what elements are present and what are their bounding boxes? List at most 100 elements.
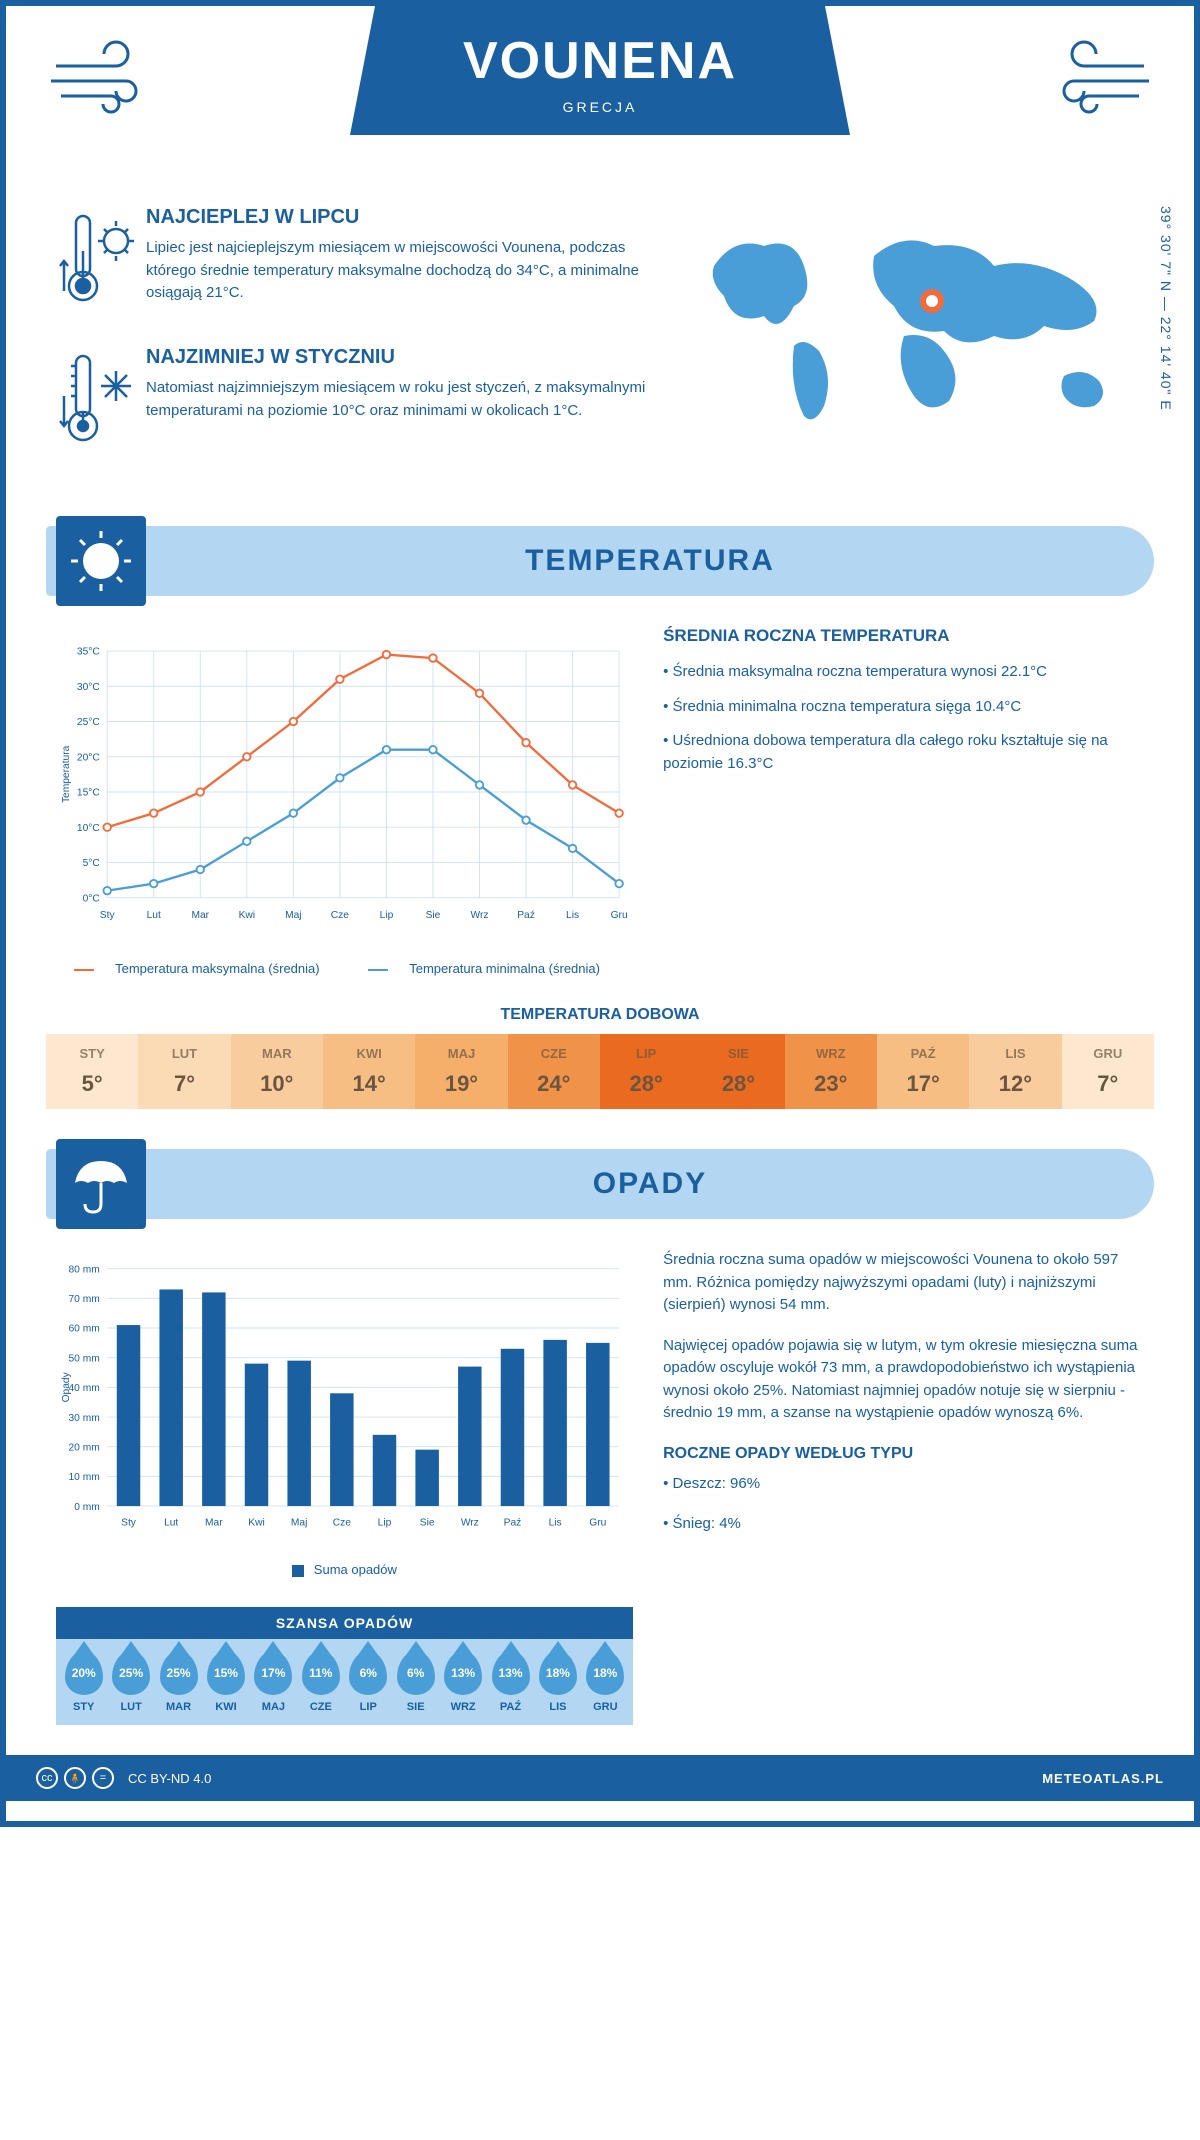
precip-rain: • Deszcz: 96% [663, 1473, 1144, 1496]
svg-text:Sty: Sty [100, 910, 116, 921]
svg-text:10 mm: 10 mm [69, 1472, 100, 1483]
svg-text:Wrz: Wrz [461, 1518, 479, 1529]
legend-min: Temperatura minimalna (średnia) [409, 961, 600, 976]
daily-cell: LUT7° [138, 1034, 230, 1109]
daily-cell: LIP28° [600, 1034, 692, 1109]
precip-snow: • Śnieg: 4% [663, 1513, 1144, 1536]
svg-text:30°C: 30°C [77, 682, 100, 693]
precip-chance-box: SZANSA OPADÓW 20%STY25%LUT25%MAR15%KWI17… [56, 1607, 633, 1725]
chance-drop: 18%LIS [534, 1651, 581, 1713]
temp-summary-title: ŚREDNIA ROCZNA TEMPERATURA [663, 626, 1144, 646]
location-title: VOUNENA [410, 31, 790, 91]
section-head-temperature: TEMPERATURA [46, 526, 1154, 596]
temp-bullet-1: • Średnia maksymalna roczna temperatura … [663, 661, 1144, 684]
header: VOUNENA GRECJA [6, 6, 1194, 186]
fact-hottest: NAJCIEPLEJ W LIPCU Lipiec jest najcieple… [56, 206, 654, 316]
svg-text:Lut: Lut [164, 1518, 178, 1529]
svg-text:50 mm: 50 mm [69, 1353, 100, 1364]
chance-drop: 17%MAJ [250, 1651, 297, 1713]
precip-bar-chart: 0 mm10 mm20 mm30 mm40 mm50 mm60 mm70 mm8… [56, 1249, 633, 1549]
svg-text:0°C: 0°C [83, 893, 100, 904]
umbrella-section-icon [56, 1139, 146, 1229]
title-banner: VOUNENA GRECJA [350, 6, 850, 135]
daily-cell: LIS12° [969, 1034, 1061, 1109]
svg-text:Lis: Lis [566, 910, 579, 921]
svg-text:Gru: Gru [611, 910, 628, 921]
daily-temp-table: STY5°LUT7°MAR10°KWI14°MAJ19°CZE24°LIP28°… [46, 1034, 1154, 1109]
svg-text:Temperatura: Temperatura [61, 745, 72, 803]
temp-legend: Temperatura maksymalna (średnia) Tempera… [56, 951, 633, 996]
precip-legend-label: Suma opadów [314, 1562, 397, 1577]
svg-text:40 mm: 40 mm [69, 1383, 100, 1394]
temp-bullet-3: • Uśredniona dobowa temperatura dla całe… [663, 730, 1144, 775]
svg-text:Mar: Mar [191, 910, 209, 921]
daily-temp-title: TEMPERATURA DOBOWA [6, 1006, 1194, 1024]
precip-body: 0 mm10 mm20 mm30 mm40 mm50 mm60 mm70 mm8… [6, 1249, 1194, 1725]
temperature-line-chart: 0°C5°C10°C15°C20°C25°C30°C35°CStyLutMarK… [56, 626, 633, 946]
page: VOUNENA GRECJA [0, 0, 1200, 1827]
chance-drop: 6%LIP [345, 1651, 392, 1713]
svg-text:0 mm: 0 mm [74, 1502, 100, 1513]
climate-facts: NAJCIEPLEJ W LIPCU Lipiec jest najcieple… [56, 206, 684, 486]
temp-chart-box: 0°C5°C10°C15°C20°C25°C30°C35°CStyLutMarK… [56, 626, 633, 996]
svg-text:Paź: Paź [517, 910, 535, 921]
chance-drop: 15%KWI [202, 1651, 249, 1713]
location-country: GRECJA [410, 99, 790, 115]
chance-drop: 18%GRU [582, 1651, 629, 1713]
legend-max: Temperatura maksymalna (średnia) [115, 961, 319, 976]
svg-text:25°C: 25°C [77, 717, 100, 728]
svg-text:80 mm: 80 mm [69, 1264, 100, 1275]
svg-text:Sie: Sie [420, 1518, 435, 1529]
svg-text:Sie: Sie [426, 910, 441, 921]
svg-text:30 mm: 30 mm [69, 1413, 100, 1424]
wind-icon-left [46, 36, 166, 116]
svg-text:Gru: Gru [589, 1518, 606, 1529]
wind-icon-right [1034, 36, 1154, 116]
cc-icon: cc [36, 1767, 58, 1789]
precip-type-title: ROCZNE OPADY WEDŁUG TYPU [663, 1445, 1144, 1463]
fact-hot-text: Lipiec jest najcieplejszym miesiącem w m… [146, 237, 654, 305]
temperature-body: 0°C5°C10°C15°C20°C25°C30°C35°CStyLutMarK… [6, 626, 1194, 996]
thermometer-snow-icon [56, 346, 146, 456]
precip-p2: Najwięcej opadów pojawia się w lutym, w … [663, 1335, 1144, 1425]
svg-text:15°C: 15°C [77, 788, 100, 799]
daily-cell: CZE24° [508, 1034, 600, 1109]
daily-cell: WRZ23° [785, 1034, 877, 1109]
by-icon: 🧍 [64, 1767, 86, 1789]
daily-cell: PAŹ17° [877, 1034, 969, 1109]
svg-text:Lis: Lis [549, 1518, 562, 1529]
precip-chart-box: 0 mm10 mm20 mm30 mm40 mm50 mm60 mm70 mm8… [56, 1249, 633, 1725]
chance-drop: 13%WRZ [439, 1651, 486, 1713]
daily-cell: MAR10° [231, 1034, 323, 1109]
precip-legend: Suma opadów [56, 1554, 633, 1597]
license-block: cc 🧍 = CC BY-ND 4.0 [36, 1767, 211, 1789]
svg-text:Lip: Lip [378, 1518, 392, 1529]
world-map [684, 206, 1144, 446]
section-head-precip: OPADY [46, 1149, 1154, 1219]
fact-cold-text: Natomiast najzimniejszym miesiącem w rok… [146, 377, 654, 422]
chance-drops-row: 20%STY25%LUT25%MAR15%KWI17%MAJ11%CZE6%LI… [56, 1639, 633, 1725]
temp-bullet-2: • Średnia minimalna roczna temperatura s… [663, 696, 1144, 719]
temp-summary: ŚREDNIA ROCZNA TEMPERATURA • Średnia mak… [663, 626, 1144, 996]
chance-drop: 13%PAŹ [487, 1651, 534, 1713]
fact-coldest: NAJZIMNIEJ W STYCZNIU Natomiast najzimni… [56, 346, 654, 456]
svg-text:Cze: Cze [331, 910, 349, 921]
svg-text:Wrz: Wrz [471, 910, 489, 921]
map-box: 39° 30' 7" N — 22° 14' 40" E [684, 206, 1144, 486]
chance-drop: 6%SIE [392, 1651, 439, 1713]
svg-text:10°C: 10°C [77, 823, 100, 834]
svg-text:Maj: Maj [285, 910, 301, 921]
daily-cell: GRU7° [1062, 1034, 1154, 1109]
daily-cell: STY5° [46, 1034, 138, 1109]
svg-text:Kwi: Kwi [248, 1518, 264, 1529]
section-title-temp: TEMPERATURA [146, 544, 1154, 578]
svg-text:Cze: Cze [333, 1518, 351, 1529]
chance-drop: 11%CZE [297, 1651, 344, 1713]
precip-summary: Średnia roczna suma opadów w miejscowośc… [663, 1249, 1144, 1725]
svg-text:70 mm: 70 mm [69, 1294, 100, 1305]
precip-p1: Średnia roczna suma opadów w miejscowośc… [663, 1249, 1144, 1317]
chance-drop: 20%STY [60, 1651, 107, 1713]
section-title-opady: OPADY [146, 1167, 1154, 1201]
thermometer-sun-icon [56, 206, 146, 316]
svg-text:35°C: 35°C [77, 647, 100, 658]
